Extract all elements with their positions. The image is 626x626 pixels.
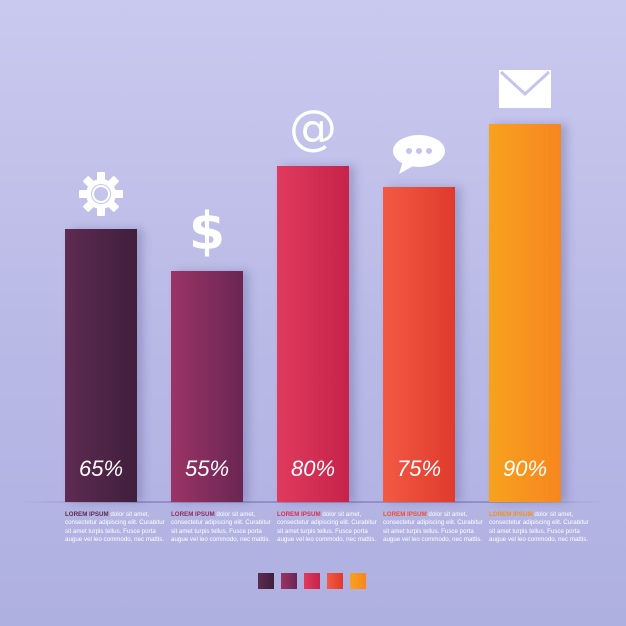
bar-description: LOREM IPSUM dolor sit amet, consectetur … bbox=[383, 511, 485, 544]
bar-4: 75% bbox=[383, 187, 455, 502]
bar-value-label: 75% bbox=[396, 456, 442, 481]
description-heading: LOREM IPSUM bbox=[171, 511, 215, 518]
legend-swatch bbox=[304, 573, 320, 589]
svg-text:$: $ bbox=[189, 202, 225, 259]
dollar-icon: $ bbox=[188, 199, 226, 262]
bar-description: LOREM IPSUM dolor sit amet, consectetur … bbox=[65, 511, 167, 544]
bar-description: LOREM IPSUM dolor sit amet, consectetur … bbox=[171, 511, 273, 544]
chart-baseline bbox=[20, 501, 606, 503]
bar-value-label: 55% bbox=[184, 456, 230, 481]
description-body: dolor sit amet, consectetur adipiscing e… bbox=[383, 511, 483, 543]
bar-value-label: 90% bbox=[502, 456, 548, 481]
gear-icon bbox=[78, 171, 124, 217]
description-heading: LOREM IPSUM bbox=[65, 511, 109, 518]
bar-5: 90% bbox=[489, 124, 561, 502]
description-heading: LOREM IPSUM bbox=[277, 511, 321, 518]
svg-text:@: @ bbox=[289, 102, 337, 154]
bar-value-label: 65% bbox=[78, 456, 124, 481]
description-body: dolor sit amet, consectetur adipiscing e… bbox=[489, 511, 589, 543]
bar-1: 65% bbox=[65, 229, 137, 502]
description-heading: LOREM IPSUM bbox=[383, 511, 427, 518]
bar-description: LOREM IPSUM dolor sit amet, consectetur … bbox=[277, 511, 379, 544]
chat-bubble-icon bbox=[391, 133, 447, 175]
bar-3: 80% bbox=[277, 166, 349, 502]
legend-swatch bbox=[327, 573, 343, 589]
bar-description: LOREM IPSUM dolor sit amet, consectetur … bbox=[489, 511, 591, 544]
envelope-icon bbox=[497, 66, 553, 112]
at-sign-icon: @ bbox=[287, 100, 339, 156]
description-body: dolor sit amet, consectetur adipiscing e… bbox=[65, 511, 165, 543]
legend-swatch bbox=[258, 573, 274, 589]
description-body: dolor sit amet, consectetur adipiscing e… bbox=[171, 511, 271, 543]
bar-value-label: 80% bbox=[290, 456, 336, 481]
legend-swatch bbox=[281, 573, 297, 589]
description-body: dolor sit amet, consectetur adipiscing e… bbox=[277, 511, 377, 543]
legend-swatch bbox=[350, 573, 366, 589]
bar-2: 55% bbox=[171, 271, 243, 502]
description-heading: LOREM IPSUM bbox=[489, 511, 533, 518]
